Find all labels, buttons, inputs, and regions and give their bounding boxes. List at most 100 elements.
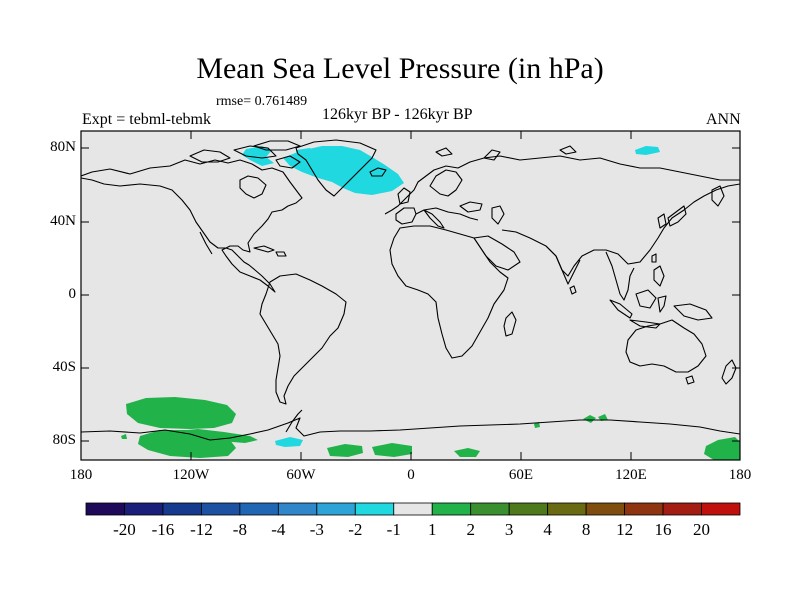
colorbar-swatch bbox=[354, 502, 395, 516]
tick-marks bbox=[81, 131, 740, 460]
arctic-islands-coastline-2 bbox=[233, 145, 277, 159]
novaya-zemlya-coastline bbox=[483, 149, 501, 161]
colorbar-label: 8 bbox=[581, 520, 591, 539]
arctic-islands-coastline-3 bbox=[275, 155, 301, 169]
sumatra-coastline bbox=[609, 299, 633, 319]
baja-coastline bbox=[199, 231, 213, 255]
colorbar-label: 3 bbox=[504, 520, 514, 539]
iberia-coastline bbox=[395, 207, 417, 225]
arctic-islands-coastline-4 bbox=[253, 140, 301, 151]
baffin-negative-anomaly bbox=[296, 148, 318, 157]
colorbar bbox=[85, 502, 741, 516]
rmse-label: rmse= 0.761489 bbox=[216, 94, 308, 109]
colorbar-swatch bbox=[547, 502, 587, 516]
colorbar-label: -8 bbox=[232, 520, 247, 539]
colorbar-label: 16 bbox=[654, 520, 672, 539]
indian-antarctic-positive-anomaly bbox=[583, 415, 596, 423]
colorbar-label: -1 bbox=[386, 520, 401, 539]
hudson-bay-coastline bbox=[239, 175, 267, 199]
lat-label-40n: 40N bbox=[50, 213, 76, 229]
lat-label-0: 0 bbox=[68, 286, 77, 302]
colorbar-swatch bbox=[701, 502, 741, 516]
lon-label-120w: 120W bbox=[172, 467, 210, 483]
japan-coastline bbox=[667, 205, 687, 227]
lon-label-0: 0 bbox=[407, 467, 415, 483]
small-positive-anomaly-2 bbox=[121, 434, 127, 439]
barents-negative-anomaly bbox=[635, 146, 660, 155]
black-sea-coastline bbox=[459, 201, 483, 213]
south-pacific-positive-anomaly bbox=[126, 397, 236, 429]
colorbar-swatch bbox=[201, 502, 241, 516]
plot-title: Mean Sea Level Pressure (in hPa) bbox=[196, 52, 604, 85]
arabia-coastline bbox=[473, 235, 521, 271]
colorbar-label: -3 bbox=[309, 520, 324, 539]
sri-lanka-coastline bbox=[569, 285, 577, 295]
java-coastline bbox=[629, 319, 661, 329]
colorbar-label: 20 bbox=[693, 520, 711, 539]
lat-label-80n: 80N bbox=[50, 139, 76, 155]
colorbar-label: -12 bbox=[190, 520, 213, 539]
colorbar-swatch bbox=[662, 502, 702, 516]
scandinavia-coastline bbox=[429, 169, 463, 197]
severnaya-coastline bbox=[559, 145, 577, 155]
africa-coastline bbox=[389, 225, 509, 359]
colorbar-swatch bbox=[470, 502, 510, 516]
colorbar-label: -4 bbox=[271, 520, 286, 539]
east-antarctic-positive-anomaly bbox=[327, 444, 363, 457]
anomaly-layer bbox=[121, 146, 740, 460]
period-label: 126kyr BP - 126kyr BP bbox=[322, 106, 473, 123]
south-america-coastline bbox=[259, 273, 347, 405]
greenland-coastline bbox=[295, 139, 377, 197]
colorbar-swatch bbox=[162, 502, 202, 516]
colorbar-label: -2 bbox=[348, 520, 363, 539]
pacific-antarctic-positive-anomaly bbox=[704, 437, 740, 460]
hispaniola-coastline bbox=[275, 251, 287, 257]
new-zealand-coastline bbox=[721, 359, 737, 385]
colorbar-swatch bbox=[239, 502, 279, 516]
indochina-coastline bbox=[605, 251, 635, 301]
sulawesi-coastline bbox=[657, 295, 667, 313]
antarctica-coastline bbox=[81, 417, 740, 441]
caspian-coastline bbox=[491, 205, 505, 225]
colorbar-label: 12 bbox=[616, 520, 634, 539]
colorbar-swatch bbox=[508, 502, 549, 516]
madagascar-coastline bbox=[503, 311, 517, 337]
colorbar-swatch bbox=[316, 502, 356, 516]
lon-label-180e: 180 bbox=[728, 467, 752, 483]
east-antarctic-positive-anomaly-2 bbox=[372, 443, 412, 457]
borneo-coastline bbox=[635, 289, 657, 309]
australia-coastline bbox=[625, 319, 707, 373]
italy-coastline bbox=[423, 209, 445, 229]
colorbar-label: 1 bbox=[427, 520, 437, 539]
iceland-coastline bbox=[369, 167, 387, 177]
colorbar-swatch bbox=[85, 502, 125, 516]
colorbar-label: 2 bbox=[466, 520, 475, 539]
north-america-coastline bbox=[81, 159, 303, 293]
colorbar-swatch bbox=[624, 502, 664, 516]
colorbar-label: 4 bbox=[543, 520, 552, 539]
colorbar-swatch bbox=[124, 502, 164, 516]
lon-label-180w: 180 bbox=[69, 467, 93, 483]
season-label: ANN bbox=[706, 111, 741, 128]
philippines-coastline bbox=[653, 265, 665, 287]
colorbar-label: -20 bbox=[113, 520, 136, 539]
colorbar-swatch bbox=[393, 502, 433, 516]
kamchatka-coastline bbox=[711, 185, 725, 207]
indian-antarctic-positive-anomaly-2 bbox=[598, 414, 608, 421]
india-coastline bbox=[545, 245, 581, 285]
arctic-islands-coastline bbox=[189, 149, 231, 163]
korea-coastline bbox=[657, 213, 667, 229]
coastlines bbox=[81, 139, 740, 441]
greenland-negative-anomaly bbox=[283, 146, 404, 195]
new-guinea-coastline bbox=[673, 303, 713, 321]
weddell-negative-anomaly bbox=[275, 437, 303, 447]
colorbar-swatch bbox=[277, 502, 318, 516]
lon-label-60w: 60W bbox=[286, 467, 316, 483]
lon-label-60e: 60E bbox=[508, 467, 534, 483]
lat-label-40s: 40S bbox=[52, 359, 76, 375]
british-isles-coastline bbox=[397, 187, 411, 205]
antarctic-peninsula-coastline bbox=[285, 409, 303, 433]
east-antarctic-positive-anomaly-3 bbox=[454, 448, 480, 457]
colorbar-label: -16 bbox=[151, 520, 175, 539]
